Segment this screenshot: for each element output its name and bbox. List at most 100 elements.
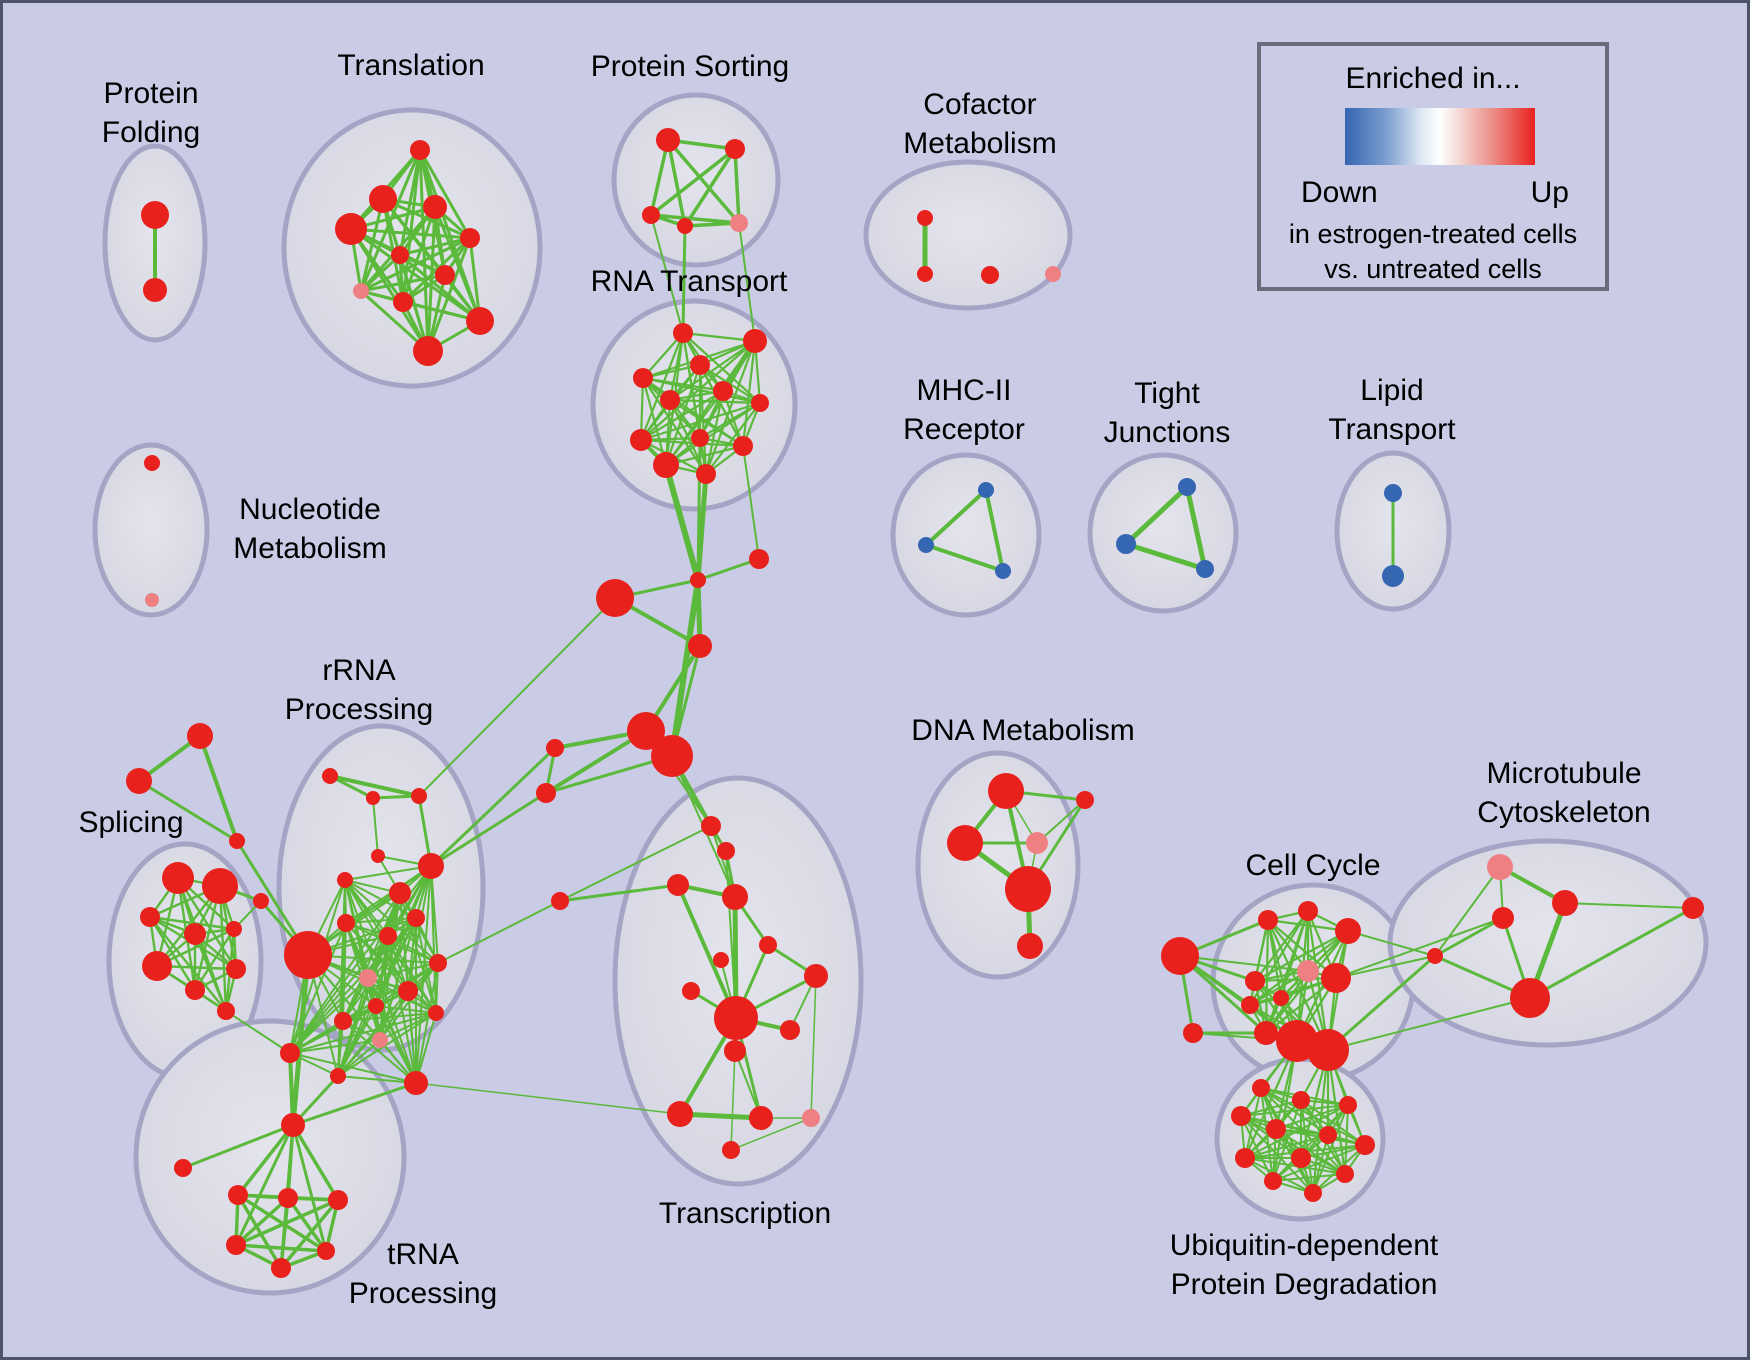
- cluster-label-ubiquitin-degradation: Ubiquitin-dependent: [1170, 1229, 1439, 1262]
- edge: [730, 1117, 812, 1151]
- edge: [337, 1020, 344, 1077]
- node-X9: [780, 1020, 800, 1040]
- edge: [676, 883, 738, 1020]
- node-R3: [411, 788, 427, 804]
- edge: [810, 975, 817, 1119]
- node-MT3: [1492, 907, 1514, 929]
- node-UB11: [1264, 1172, 1282, 1190]
- node-RT10: [733, 436, 753, 456]
- cluster-label-lipid-transport: Transport: [1328, 413, 1456, 446]
- edge: [1243, 1039, 1299, 1160]
- node-D1: [988, 773, 1024, 809]
- edge: [234, 1198, 340, 1247]
- cluster-label-mhc-ii-receptor: MHC-II: [917, 374, 1012, 407]
- edge: [337, 1075, 417, 1084]
- node-RT7: [751, 394, 769, 412]
- node-K4: [688, 634, 712, 658]
- node-S3: [140, 907, 160, 927]
- edge: [1240, 1104, 1349, 1117]
- legend-box: Enriched in... Down Up in estrogen-treat…: [1257, 42, 1609, 291]
- node-U6: [226, 1235, 246, 1255]
- edge: [664, 389, 725, 467]
- edge: [398, 253, 482, 323]
- edge: [286, 1196, 328, 1253]
- edge: [349, 227, 430, 353]
- edge: [666, 138, 741, 225]
- edge: [359, 273, 447, 293]
- node-X7: [682, 982, 700, 1000]
- edge: [1311, 1048, 1330, 1195]
- node-PS1: [656, 128, 680, 152]
- node-UB4: [1339, 1096, 1357, 1114]
- cluster-label-tight-junctions: Tight: [1134, 377, 1200, 410]
- node-MH2: [918, 537, 934, 553]
- node-T2: [126, 768, 152, 794]
- node-UB2: [1292, 1091, 1310, 1109]
- node-CC1: [1161, 937, 1199, 975]
- edge: [1564, 902, 1694, 909]
- edge: [236, 1123, 295, 1197]
- node-X3: [667, 874, 689, 896]
- node-R10: [379, 927, 397, 945]
- node-R4: [371, 849, 385, 863]
- node-NM2: [145, 593, 159, 607]
- edge: [430, 865, 437, 1014]
- node-R11: [407, 909, 425, 927]
- edge: [415, 1082, 681, 1115]
- node-UB9: [1291, 1148, 1311, 1168]
- edge: [289, 935, 389, 1054]
- node-K2: [749, 549, 769, 569]
- node-T3: [229, 833, 245, 849]
- cluster-label-cell-cycle: Cell Cycle: [1245, 849, 1380, 882]
- edge: [559, 825, 712, 902]
- node-TH1: [627, 712, 665, 750]
- edge: [328, 774, 375, 800]
- node-R17: [428, 1005, 444, 1021]
- node-RT9: [630, 429, 652, 451]
- edge: [730, 1050, 736, 1151]
- node-PS5: [730, 214, 748, 232]
- edge: [704, 339, 757, 476]
- edge: [433, 205, 482, 323]
- node-CC11: [1254, 1021, 1278, 1045]
- node-U8: [271, 1258, 291, 1278]
- edge: [649, 138, 670, 217]
- node-CC5: [1245, 971, 1265, 991]
- edge: [218, 884, 228, 1013]
- edge: [198, 734, 239, 843]
- edge: [337, 1039, 381, 1077]
- node-S6: [142, 951, 172, 981]
- node-RT1: [673, 323, 693, 343]
- cluster-label-ubiquitin-degradation: Protein Degradation: [1171, 1268, 1438, 1301]
- edge: [1272, 1173, 1346, 1182]
- edge: [1178, 954, 1299, 1043]
- edge: [398, 236, 472, 257]
- cluster-label-microtubule-cytoskeleton: Microtubule: [1486, 757, 1641, 790]
- edge: [337, 1005, 377, 1077]
- edge: [407, 917, 417, 992]
- node-RT12: [696, 464, 716, 484]
- cluster-label-tight-junctions: Junctions: [1104, 416, 1231, 449]
- node-R14: [398, 981, 418, 1001]
- edge: [1184, 484, 1208, 572]
- cluster-nucleotide-metabolism-ellipse: [92, 442, 210, 618]
- node-TR6: [391, 246, 409, 264]
- edge: [328, 774, 421, 798]
- edge: [1528, 906, 1695, 1000]
- edge: [342, 1020, 417, 1084]
- node-TR2: [369, 185, 397, 213]
- edge: [1335, 955, 1436, 979]
- node-TR10: [466, 307, 494, 335]
- node-TR8: [353, 283, 369, 299]
- edge: [664, 401, 762, 467]
- cluster-label-cofactor-metabolism: Cofactor: [923, 88, 1036, 121]
- edge: [1248, 976, 1338, 1007]
- edge: [291, 1123, 328, 1253]
- legend-gradient-bar: [1345, 108, 1535, 165]
- edge: [741, 339, 757, 448]
- cluster-label-lipid-transport: Lipid: [1360, 374, 1423, 407]
- node-C1: [253, 893, 269, 909]
- node-TR11: [413, 336, 443, 366]
- node-X15: [804, 964, 828, 988]
- edge: [1248, 969, 1310, 1007]
